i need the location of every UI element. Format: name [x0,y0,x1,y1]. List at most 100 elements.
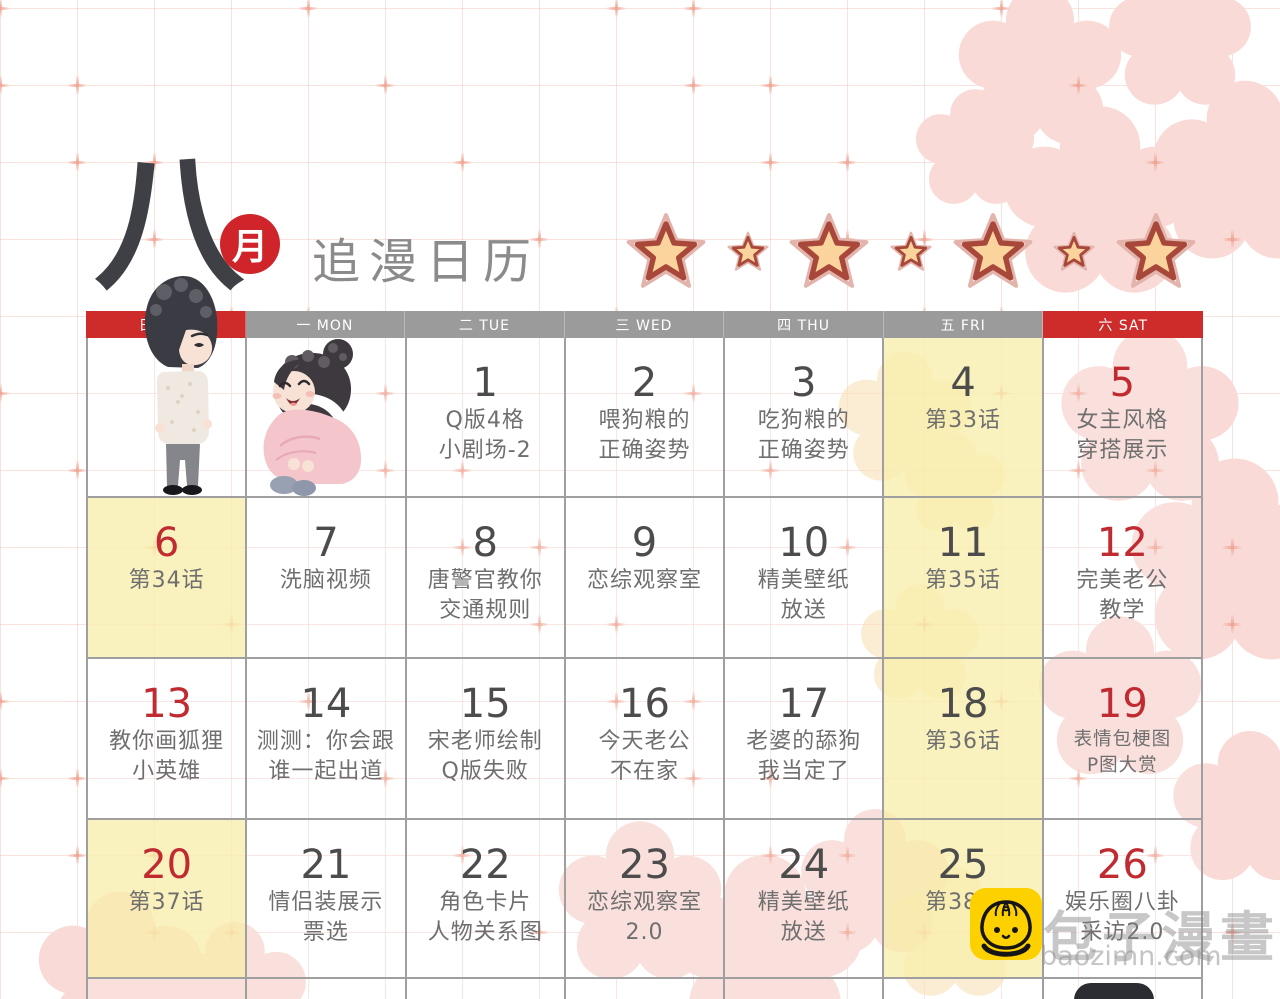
day-content-line: 小剧场-2 [438,438,532,464]
watermark-brand: 包子漫畫 [1043,906,1279,969]
day-number: 13 [141,681,193,727]
month-character: 八 [94,138,245,312]
day-header-thu: 四 THU [724,311,884,338]
day-cell-9[interactable]: 9 恋综观察室 [565,498,726,659]
day-number: 3 [791,360,817,406]
day-cell-21[interactable]: 21 情侣装展示 票选 [247,820,407,979]
day-content-line: 第33话 [925,408,1002,433]
month-badge-label: 月 [231,227,268,268]
day-content-line: 喂狗粮的 [598,408,691,433]
day-cell-26[interactable]: 26 娱乐圈八卦采访2.0 [1043,820,1203,979]
day-number: 8 [472,520,498,566]
day-content-line: 角色卡片 [439,890,532,915]
day-content-line: 交通规则 [439,598,532,624]
day-content-line: 老婆的舔狗 [746,729,862,754]
day-content-line: Q版4格 [445,408,525,433]
baozi-logo-icon [970,888,1042,960]
day-content-line: 今天老公 [598,729,691,754]
day-cell-11[interactable]: 11 第35话 [884,498,1044,659]
day-cell-4[interactable]: 4 第33话 [884,338,1044,498]
day-cell-empty [565,979,726,999]
day-content-line: 宋老师绘制 [427,729,543,754]
day-cell-24[interactable]: 24 精美壁纸放送 [725,820,885,979]
day-content-line: 教你画狐狸 [109,729,225,754]
day-content-line: 不在家 [609,759,679,785]
day-cell-7[interactable]: 7 洗脑视频 [247,498,407,659]
day-cell-empty [884,979,1044,999]
day-number: 20 [141,842,193,888]
day-content-line: 我当定了 [757,759,850,785]
day-number: 24 [778,842,830,888]
day-content-line: 穿搭展示 [1076,438,1169,464]
boy-character-illustration [144,275,218,495]
day-cell-19[interactable]: 19 表情包梗图 P图大赏 [1043,659,1203,820]
day-content-line: 谁一起出道 [268,759,384,785]
day-content-line: 情侣装展示 [268,890,384,915]
day-number: 15 [459,681,511,727]
calendar-body: 1 Q版4格 小剧场-2 2 喂狗粮的 正确姿势 3 吃狗粮的 正确姿势 4 第33话 5 女主风格 穿搭… [86,338,1203,999]
day-content-line: P图大赏 [1087,754,1158,776]
month-badge: 月 [220,214,280,274]
day-content-line: 精美壁纸 [757,568,850,593]
day-cell-empty [406,979,566,999]
star-icon [888,229,934,279]
day-cell-3[interactable]: 3 吃狗粮的正确姿势 [725,338,885,498]
day-content-line: 第34话 [128,568,205,593]
day-cell-20[interactable]: 20 第37话 [88,820,248,979]
day-number: 2 [631,360,658,406]
day-number: 11 [937,520,989,566]
day-number: 7 [313,520,339,566]
day-content-line: 第36话 [925,729,1002,754]
day-content-line: 放送 [780,920,827,946]
day-cell-14[interactable]: 14 测测：你会跟 谁一起出道 [247,659,407,820]
star-icon [1051,229,1097,279]
day-number: 19 [1096,681,1148,727]
day-content-line: 恋综观察室 [586,890,702,915]
day-cell-23[interactable]: 23 恋综观察室 2.0 [565,820,726,979]
day-header-wed: 三 WED [564,311,725,338]
day-content-line: 吃狗粮的 [757,408,850,433]
day-number: 12 [1096,520,1148,566]
day-content-line: 第35话 [925,568,1002,593]
day-cell-5[interactable]: 5 女主风格 穿搭展示 [1043,338,1203,498]
day-cell-22[interactable]: 22 角色卡片人物关系图 [406,820,566,979]
day-number: 5 [1109,360,1136,406]
day-header-tue: 二 TUE [405,311,565,338]
day-number: 4 [950,360,976,406]
day-cell-10[interactable]: 10 精美壁纸 放送 [725,498,885,659]
day-number: 16 [619,681,670,727]
day-content-line: 精美壁纸 [757,890,850,915]
day-cell-empty [247,979,407,999]
day-number: 22 [459,842,511,888]
day-cell-8[interactable]: 8 唐警官教你 交通规则 [406,498,566,659]
day-cell-15[interactable]: 15 宋老师绘制 Q版失败 [406,659,566,820]
day-cell-1[interactable]: 1 Q版4格 小剧场-2 [406,338,566,498]
watermark-domain-link[interactable]: baozimn.com [1040,941,1222,972]
star-icon [1112,208,1200,300]
day-content-line: 教学 [1099,598,1146,624]
star-icon [725,229,771,279]
day-number: 26 [1096,842,1148,888]
character-hair-peek [1074,983,1154,999]
day-cell-6[interactable]: 6 第34话 [88,498,248,659]
day-header-fri: 五 FRI [883,311,1044,338]
day-content-line: 第37话 [128,890,205,915]
day-cell-2[interactable]: 2 喂狗粮的 正确姿势 [565,338,726,498]
day-cell-18[interactable]: 18 第36话 [884,659,1044,820]
day-cell-17[interactable]: 17 老婆的舔狗 我当定了 [725,659,885,820]
day-cell-16[interactable]: 16 今天老公不在家 [565,659,726,820]
star-icon [785,208,873,300]
day-content-line: 人物关系图 [427,920,543,946]
day-content-line: 测测：你会跟 [256,729,395,754]
day-content-line: 正确姿势 [757,438,850,464]
day-content-line: 娱乐圈八卦 [1064,890,1180,915]
day-number: 6 [153,520,180,566]
day-cell-12[interactable]: 12 完美老公 教学 [1043,498,1203,659]
day-content-line: 采访2.0 [1080,920,1165,946]
day-number: 9 [631,520,658,566]
day-cell-13[interactable]: 13 教你画狐狸 小英雄 [88,659,248,820]
day-content-line: 洗脑视频 [279,568,372,593]
day-cell-empty [88,979,248,999]
